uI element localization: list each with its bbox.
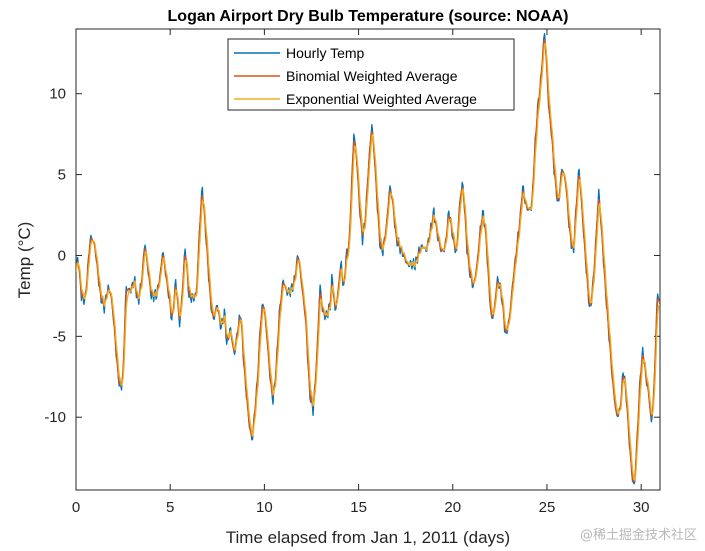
x-axis-label: Time elapsed from Jan 1, 2011 (days) — [226, 528, 510, 547]
legend: Hourly Temp Binomial Weighted Average Expo… — [227, 38, 515, 111]
x-tick-label: 0 — [72, 499, 80, 516]
x-tick-label: 20 — [444, 499, 461, 516]
y-tick-label: 10 — [49, 86, 66, 103]
y-axis: -10 -5 0 5 10 — [44, 86, 660, 426]
series-line-exponential — [76, 42, 660, 481]
y-tick-label: -5 — [53, 328, 66, 345]
y-tick-label: 0 — [58, 247, 66, 264]
y-axis-label: Temp (°C) — [15, 222, 34, 299]
series-layer — [76, 33, 660, 485]
legend-label-binomial: Binomial Weighted Average — [286, 68, 458, 84]
y-tick-label: 5 — [58, 167, 66, 184]
x-tick-label: 25 — [539, 499, 556, 516]
x-tick-label: 10 — [256, 499, 273, 516]
legend-label-raw: Hourly Temp — [286, 45, 365, 61]
x-axis: 0 5 10 15 20 25 30 — [72, 29, 650, 516]
watermark: @稀土掘金技术社区 — [579, 528, 697, 543]
legend-label-exponential: Exponential Weighted Average — [286, 91, 477, 107]
x-tick-label: 15 — [350, 499, 367, 516]
y-tick-label: -10 — [44, 409, 66, 426]
x-tick-label: 5 — [166, 499, 174, 516]
series-line-binomial — [76, 39, 660, 483]
chart-title: Logan Airport Dry Bulb Temperature (sour… — [168, 8, 569, 25]
x-tick-label: 30 — [633, 499, 650, 516]
